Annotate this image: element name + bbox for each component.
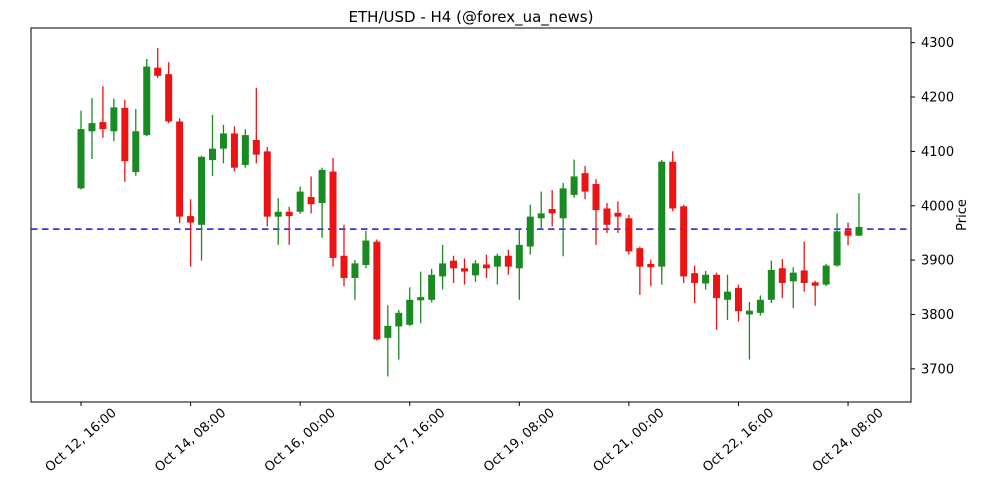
candle <box>307 176 315 214</box>
y-tick-label: 3900 <box>921 254 954 269</box>
candle <box>417 271 425 324</box>
candle <box>800 241 808 292</box>
candle <box>132 108 140 176</box>
candle <box>230 126 238 172</box>
candle <box>570 159 578 198</box>
candle <box>537 191 545 230</box>
candle <box>121 99 129 182</box>
candle <box>526 204 534 255</box>
candle <box>680 204 688 283</box>
candle <box>219 124 227 164</box>
candle <box>373 239 381 341</box>
x-tick-label: Oct 22, 16:00 <box>700 406 777 476</box>
candle <box>702 270 710 290</box>
candle <box>855 193 863 237</box>
candle <box>318 167 326 238</box>
candle <box>110 98 118 142</box>
y-tick-label: 4200 <box>921 91 954 106</box>
candle <box>406 287 414 326</box>
candle <box>734 284 742 322</box>
y-tick-label: 4100 <box>921 145 954 160</box>
candle <box>154 48 162 79</box>
candle <box>329 157 337 267</box>
candle <box>482 254 490 279</box>
candle <box>176 118 184 224</box>
candle <box>844 222 852 246</box>
candle <box>548 189 556 227</box>
candle <box>636 246 644 295</box>
candle <box>833 213 841 267</box>
x-tick-label: Oct 14, 08:00 <box>152 406 229 476</box>
candle <box>581 166 589 200</box>
candle <box>767 260 775 304</box>
candle <box>241 129 249 168</box>
x-tick-label: Oct 24, 08:00 <box>810 406 887 476</box>
plot-border <box>30 27 912 403</box>
candles <box>77 48 863 377</box>
y-tick-label: 3700 <box>921 362 954 377</box>
candle <box>274 198 282 245</box>
candle <box>822 263 830 287</box>
candle <box>285 206 293 245</box>
candle <box>263 147 271 227</box>
y-axis-title: Price <box>955 199 970 231</box>
candle <box>614 201 622 233</box>
candle <box>198 155 206 261</box>
candle <box>658 160 666 285</box>
chart-title: ETH/USD - H4 (@forex_ua_news) <box>348 8 594 26</box>
candle <box>351 260 359 300</box>
candle <box>778 259 786 299</box>
candle <box>559 182 567 257</box>
candle <box>603 203 611 233</box>
candle <box>647 259 655 287</box>
candle <box>88 98 96 160</box>
candle <box>461 258 469 285</box>
candle <box>625 215 633 255</box>
x-tick-label: Oct 12, 16:00 <box>43 406 120 476</box>
candle <box>99 86 107 138</box>
candle <box>428 268 436 303</box>
candle <box>691 265 699 304</box>
candle <box>439 244 447 290</box>
candle <box>340 224 348 287</box>
candle <box>208 114 216 176</box>
y-tick-label: 4300 <box>921 36 954 51</box>
candle <box>165 62 173 124</box>
candle <box>296 186 304 214</box>
candle <box>384 305 392 377</box>
candle <box>362 230 370 269</box>
candle <box>187 199 195 267</box>
candle <box>471 260 479 282</box>
candle <box>504 249 512 275</box>
candle <box>77 110 85 190</box>
x-tick-label: Oct 17, 16:00 <box>371 406 448 476</box>
x-tick-label: Oct 16, 00:00 <box>262 406 339 476</box>
x-tick-label: Oct 21, 00:00 <box>591 406 668 476</box>
candle <box>789 267 797 308</box>
candle <box>724 274 732 320</box>
candle <box>713 272 721 330</box>
candle <box>756 295 764 316</box>
y-tick-label: 4000 <box>921 199 954 214</box>
candle <box>395 310 403 360</box>
candle <box>811 280 819 306</box>
x-tick-label: Oct 19, 08:00 <box>481 406 558 476</box>
candle <box>252 87 260 164</box>
candle <box>450 255 458 283</box>
candle <box>515 230 523 300</box>
candle <box>143 58 151 137</box>
candle <box>745 301 753 360</box>
candle <box>493 253 501 285</box>
candle <box>592 179 600 245</box>
y-tick-label: 3800 <box>921 308 954 323</box>
candle <box>669 151 677 212</box>
